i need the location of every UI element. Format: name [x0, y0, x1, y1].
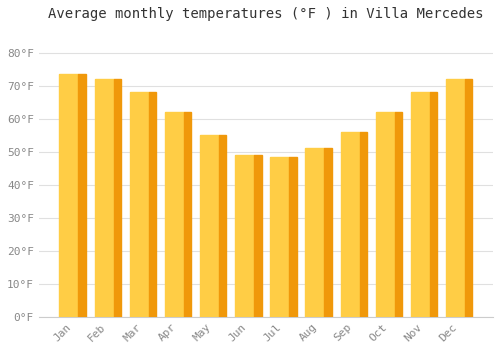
Bar: [200, 135, 226, 317]
Bar: [446, 79, 465, 317]
Bar: [411, 92, 438, 317]
Bar: [94, 79, 121, 317]
Bar: [165, 112, 191, 317]
Bar: [235, 155, 262, 317]
Bar: [235, 155, 254, 317]
Bar: [114, 79, 121, 317]
Bar: [340, 132, 359, 317]
Bar: [376, 112, 402, 317]
Bar: [306, 148, 332, 317]
Bar: [376, 112, 394, 317]
Bar: [219, 135, 226, 317]
Bar: [254, 155, 262, 317]
Bar: [360, 132, 367, 317]
Bar: [324, 148, 332, 317]
Bar: [430, 92, 438, 317]
Bar: [130, 92, 156, 317]
Bar: [78, 75, 86, 317]
Bar: [394, 112, 402, 317]
Bar: [270, 157, 296, 317]
Bar: [306, 148, 324, 317]
Bar: [148, 92, 156, 317]
Bar: [290, 157, 296, 317]
Bar: [94, 79, 114, 317]
Bar: [200, 135, 219, 317]
Bar: [60, 75, 78, 317]
Bar: [165, 112, 184, 317]
Bar: [60, 75, 86, 317]
Bar: [270, 157, 289, 317]
Bar: [184, 112, 191, 317]
Bar: [411, 92, 430, 317]
Bar: [465, 79, 472, 317]
Bar: [340, 132, 367, 317]
Bar: [130, 92, 148, 317]
Bar: [446, 79, 472, 317]
Title: Average monthly temperatures (°F ) in Villa Mercedes: Average monthly temperatures (°F ) in Vi…: [48, 7, 484, 21]
